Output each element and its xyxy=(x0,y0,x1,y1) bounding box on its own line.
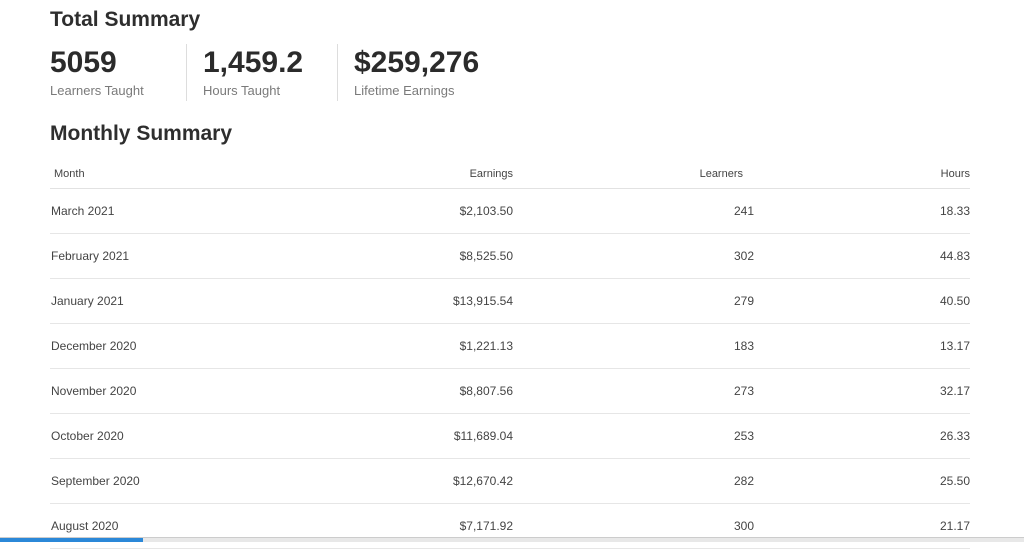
cell-hours: 32.17 xyxy=(754,368,970,414)
cell-month: September 2020 xyxy=(50,458,264,504)
column-header-hours[interactable]: Hours xyxy=(754,160,970,189)
table-row: September 2020 $12,670.42 282 25.50 xyxy=(50,458,970,504)
table-row: November 2020 $8,807.56 273 32.17 xyxy=(50,368,970,414)
table-row: February 2021 $8,525.50 302 44.83 xyxy=(50,233,970,279)
monthly-summary-title: Monthly Summary xyxy=(50,122,233,145)
cell-hours: 26.33 xyxy=(754,413,970,459)
table-row: March 2021 $2,103.50 241 18.33 xyxy=(50,188,970,234)
cell-earnings: $11,689.04 xyxy=(264,413,513,459)
stat-hours-label: Hours Taught xyxy=(203,83,281,98)
stat-earnings: $259,276 Lifetime Earnings xyxy=(337,44,540,101)
cell-earnings: $13,915.54 xyxy=(264,278,513,324)
cell-earnings: $2,103.50 xyxy=(264,188,513,234)
stat-hours-value: 1,459.2 xyxy=(203,46,304,79)
column-header-month[interactable]: Month xyxy=(50,160,264,189)
cell-learners: 302 xyxy=(513,233,754,279)
cell-earnings: $8,807.56 xyxy=(264,368,513,414)
column-header-earnings[interactable]: Earnings xyxy=(264,160,513,189)
cell-learners: 279 xyxy=(513,278,754,324)
cell-learners: 241 xyxy=(513,188,754,234)
cell-learners: 183 xyxy=(513,323,754,369)
cell-hours: 13.17 xyxy=(754,323,970,369)
cell-hours: 40.50 xyxy=(754,278,970,324)
cell-month: October 2020 xyxy=(50,413,264,459)
cell-hours: 18.33 xyxy=(754,188,970,234)
stat-hours: 1,459.2 Hours Taught xyxy=(186,44,337,101)
cell-learners: 253 xyxy=(513,413,754,459)
status-bar xyxy=(0,537,1024,542)
stat-earnings-value: $259,276 xyxy=(354,46,480,79)
column-header-learners[interactable]: Learners xyxy=(513,160,754,189)
cell-earnings: $8,525.50 xyxy=(264,233,513,279)
status-bar-accent xyxy=(0,538,143,542)
table-row: January 2021 $13,915.54 279 40.50 xyxy=(50,278,970,324)
cell-learners: 282 xyxy=(513,458,754,504)
cell-month: February 2021 xyxy=(50,233,264,279)
monthly-summary-table: Month Earnings Learners Hours March 2021… xyxy=(50,160,970,549)
table-row: October 2020 $11,689.04 253 26.33 xyxy=(50,413,970,459)
stat-learners-value: 5059 xyxy=(50,46,117,79)
table-header-row: Month Earnings Learners Hours xyxy=(50,160,970,189)
total-summary-stats: 5059 Learners Taught 1,459.2 Hours Taugh… xyxy=(50,44,540,101)
cell-earnings: $12,670.42 xyxy=(264,458,513,504)
cell-month: November 2020 xyxy=(50,368,264,414)
cell-month: January 2021 xyxy=(50,278,264,324)
cell-month: March 2021 xyxy=(50,188,264,234)
stat-learners: 5059 Learners Taught xyxy=(50,44,186,101)
cell-month: December 2020 xyxy=(50,323,264,369)
cell-hours: 44.83 xyxy=(754,233,970,279)
cell-learners: 273 xyxy=(513,368,754,414)
stat-earnings-label: Lifetime Earnings xyxy=(354,83,455,98)
cell-earnings: $1,221.13 xyxy=(264,323,513,369)
stat-learners-label: Learners Taught xyxy=(50,83,144,98)
cell-hours: 25.50 xyxy=(754,458,970,504)
total-summary-title: Total Summary xyxy=(50,8,201,31)
table-row: December 2020 $1,221.13 183 13.17 xyxy=(50,323,970,369)
